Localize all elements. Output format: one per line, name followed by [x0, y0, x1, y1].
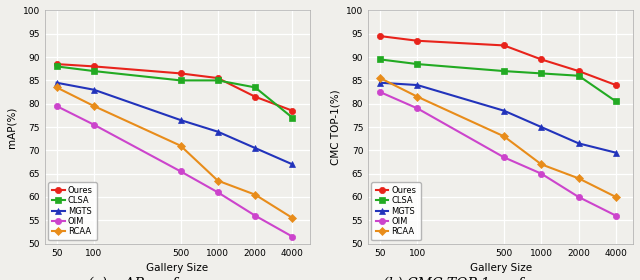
RCAA	[52, 86, 60, 89]
Text: (b) CMC TOP-1 performance: (b) CMC TOP-1 performance	[383, 277, 584, 280]
RCAA	[413, 95, 421, 98]
RCAA	[289, 216, 296, 220]
MGTS	[500, 109, 508, 112]
RCAA	[612, 195, 620, 199]
Oures	[252, 95, 259, 98]
Oures	[177, 72, 184, 75]
OIM	[177, 170, 184, 173]
Line: CLSA: CLSA	[54, 63, 296, 121]
RCAA	[575, 177, 582, 180]
MGTS	[214, 130, 221, 133]
OIM	[575, 195, 582, 199]
OIM	[500, 156, 508, 159]
CLSA	[252, 86, 259, 89]
CLSA	[177, 79, 184, 82]
CLSA	[612, 100, 620, 103]
Oures	[90, 65, 98, 68]
CLSA	[90, 69, 98, 73]
Oures	[575, 69, 582, 73]
Line: Oures: Oures	[377, 33, 619, 88]
OIM	[612, 214, 620, 217]
Text: (a) mAP performance: (a) mAP performance	[88, 277, 238, 280]
Line: OIM: OIM	[54, 103, 296, 240]
OIM	[376, 90, 384, 94]
OIM	[413, 107, 421, 110]
MGTS	[413, 83, 421, 87]
Line: CLSA: CLSA	[377, 56, 619, 104]
CLSA	[52, 65, 60, 68]
MGTS	[177, 118, 184, 122]
CLSA	[575, 74, 582, 77]
CLSA	[214, 79, 221, 82]
MGTS	[575, 142, 582, 145]
Oures	[289, 109, 296, 112]
Oures	[538, 58, 545, 61]
Legend: Oures, CLSA, MGTS, OIM, RCAA: Oures, CLSA, MGTS, OIM, RCAA	[48, 182, 97, 240]
Oures	[214, 76, 221, 80]
Line: MGTS: MGTS	[54, 80, 296, 167]
Y-axis label: CMC TOP-1(%): CMC TOP-1(%)	[330, 89, 340, 165]
Oures	[500, 44, 508, 47]
MGTS	[52, 81, 60, 84]
X-axis label: Gallery Size: Gallery Size	[470, 263, 532, 273]
OIM	[52, 104, 60, 108]
MGTS	[252, 146, 259, 150]
OIM	[214, 191, 221, 194]
Legend: Oures, CLSA, MGTS, OIM, RCAA: Oures, CLSA, MGTS, OIM, RCAA	[371, 182, 420, 240]
CLSA	[500, 69, 508, 73]
CLSA	[413, 62, 421, 66]
MGTS	[289, 163, 296, 166]
MGTS	[90, 88, 98, 91]
CLSA	[376, 58, 384, 61]
RCAA	[376, 76, 384, 80]
RCAA	[214, 179, 221, 182]
OIM	[252, 214, 259, 217]
Oures	[413, 39, 421, 43]
CLSA	[289, 116, 296, 119]
MGTS	[612, 151, 620, 154]
RCAA	[177, 144, 184, 147]
Oures	[612, 83, 620, 87]
OIM	[289, 235, 296, 238]
RCAA	[500, 135, 508, 138]
OIM	[90, 123, 98, 126]
Y-axis label: mAP(%): mAP(%)	[7, 106, 17, 148]
RCAA	[252, 193, 259, 196]
MGTS	[376, 81, 384, 84]
Oures	[376, 34, 384, 38]
RCAA	[90, 104, 98, 108]
Line: RCAA: RCAA	[377, 75, 619, 200]
Oures	[52, 62, 60, 66]
MGTS	[538, 125, 545, 129]
Line: OIM: OIM	[377, 89, 619, 219]
OIM	[538, 172, 545, 175]
Line: Oures: Oures	[54, 61, 296, 114]
X-axis label: Gallery Size: Gallery Size	[146, 263, 208, 273]
RCAA	[538, 163, 545, 166]
Line: MGTS: MGTS	[377, 80, 619, 156]
CLSA	[538, 72, 545, 75]
Line: RCAA: RCAA	[54, 84, 296, 221]
